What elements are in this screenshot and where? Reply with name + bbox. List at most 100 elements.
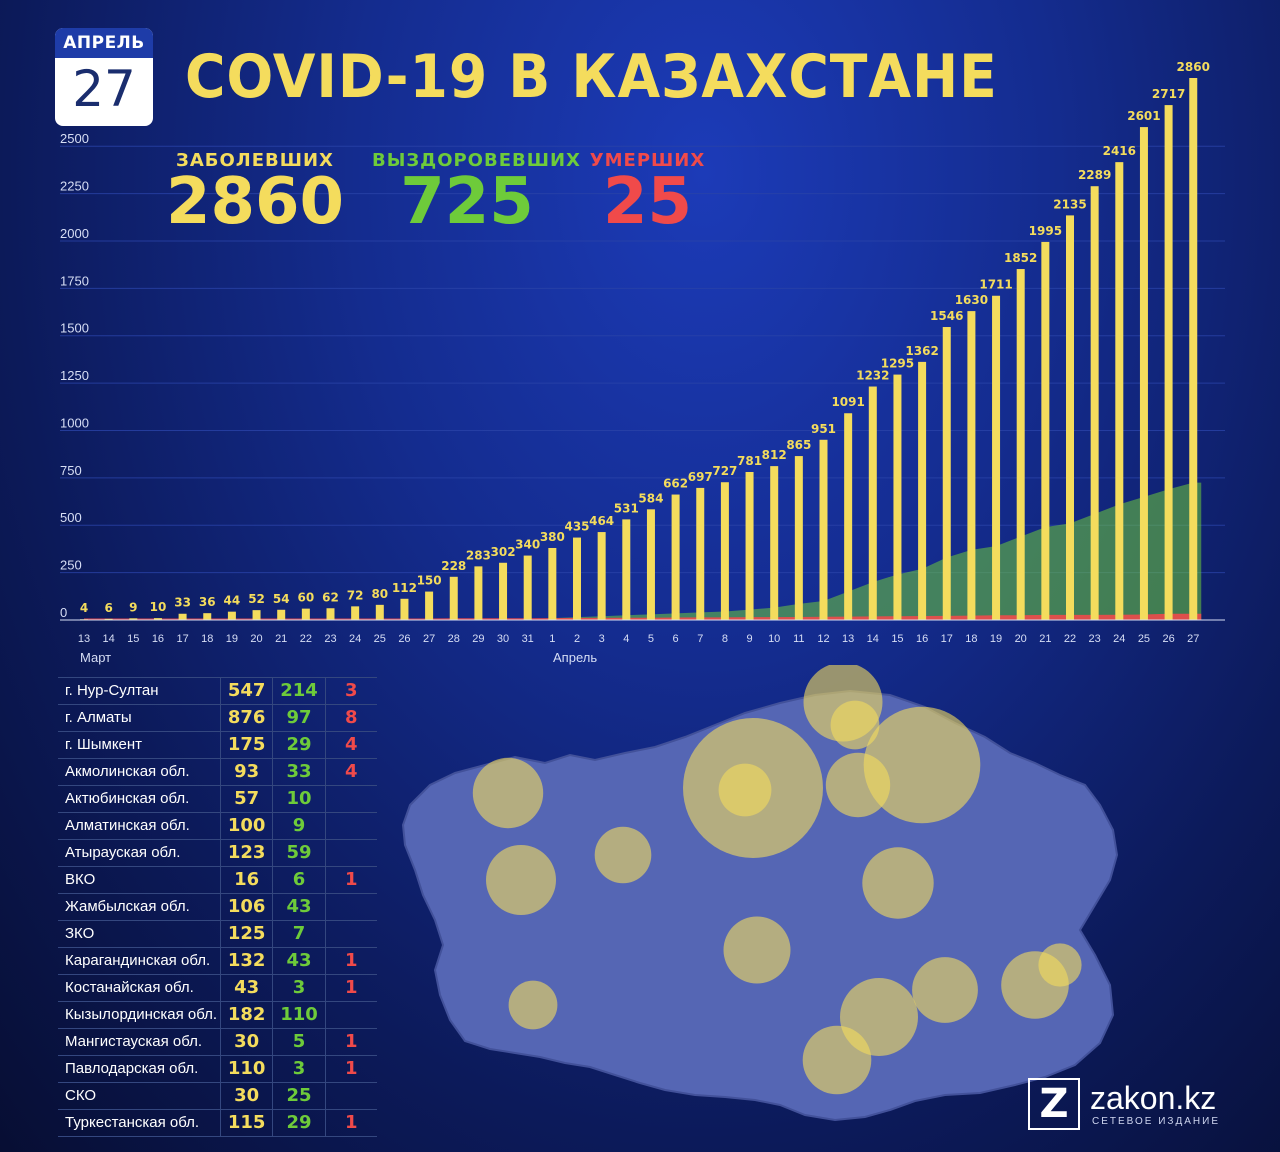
bar-value-label: 112 (392, 581, 417, 595)
case-bar (720, 482, 729, 620)
region-deaths (326, 921, 377, 947)
case-bar (1139, 127, 1148, 620)
case-bar (1115, 162, 1124, 621)
region-recovered: 43 (273, 894, 326, 920)
case-bar (696, 487, 705, 620)
bar-value-label: 80 (371, 587, 388, 601)
region-name: Костанайская обл. (58, 975, 221, 1001)
region-cases: 132 (221, 948, 274, 974)
case-bar (745, 471, 754, 620)
x-tick-label: 14 (103, 633, 115, 645)
bar-value-label: 150 (417, 574, 442, 588)
region-case-circle (508, 980, 558, 1030)
region-name: Актюбинская обл. (58, 786, 221, 812)
region-name: г. Алматы (58, 705, 221, 731)
region-deaths: 8 (345, 707, 358, 728)
region-name: СКО (58, 1083, 221, 1109)
region-recovered: 5 (273, 1029, 326, 1055)
table-row: Павлодарская обл. 110 3 1 (58, 1056, 377, 1083)
table-row: г. Шымкент 175 29 4 (58, 732, 377, 759)
deaths-stat: УМЕРШИХ 25 (585, 150, 710, 234)
region-deaths (326, 813, 377, 839)
case-bar (646, 509, 655, 620)
recovered-stat-label: ВЫЗДОРОВЕВШИХ (372, 150, 581, 171)
region-name: Павлодарская обл. (58, 1056, 221, 1082)
y-tick-label: 2000 (60, 226, 89, 241)
x-tick-label: 16 (916, 633, 928, 645)
region-deaths: 3 (345, 680, 358, 701)
region-recovered: 3 (273, 975, 326, 1001)
case-bar (1066, 215, 1074, 620)
bar-value-label: 36 (199, 595, 216, 609)
x-tick-label: 12 (817, 633, 829, 645)
region-recovered: 33 (273, 759, 326, 785)
region-cases: 30 (221, 1083, 274, 1109)
region-case-circle (802, 1025, 872, 1095)
bar-value-label: 812 (762, 448, 787, 462)
bar-value-label: 951 (811, 422, 836, 436)
case-bar (425, 591, 434, 620)
region-case-circle (486, 845, 556, 915)
case-bar (227, 611, 236, 620)
region-case-circle (912, 957, 978, 1023)
region-name: Акмолинская обл. (58, 759, 221, 785)
case-bar (770, 466, 779, 620)
region-name: Алматинская обл. (58, 813, 221, 839)
case-bar (918, 361, 927, 620)
x-tick-label: 18 (201, 633, 213, 645)
x-tick-label: 25 (1138, 633, 1150, 645)
x-tick-label: 4 (623, 633, 629, 645)
region-case-circle (1038, 943, 1082, 987)
region-name: Мангистауская обл. (58, 1029, 221, 1055)
case-bar (326, 608, 335, 620)
table-row: Карагандинская обл. 132 43 1 (58, 948, 377, 975)
region-deaths (326, 840, 377, 866)
case-bar (942, 327, 951, 620)
case-bar (178, 613, 187, 620)
x-tick-label: 8 (722, 633, 728, 645)
x-tick-label: 28 (448, 633, 460, 645)
x-tick-label: 13 (842, 633, 854, 645)
x-tick-label: 21 (1039, 633, 1051, 645)
deaths-stat-label: УМЕРШИХ (589, 150, 706, 171)
table-row: Туркестанская обл. 115 29 1 (58, 1110, 377, 1137)
bar-value-label: 302 (491, 545, 516, 559)
bar-value-label: 72 (347, 588, 364, 602)
x-tick-label: 30 (497, 633, 509, 645)
region-cases: 57 (221, 786, 274, 812)
case-bar (893, 374, 902, 620)
case-bar (622, 519, 631, 620)
region-name: Туркестанская обл. (58, 1110, 221, 1136)
region-recovered: 9 (273, 813, 326, 839)
page-title: COVID-19 В КАЗАХСТАНЕ (185, 42, 998, 112)
calendar-day: 27 (72, 60, 136, 118)
bar-value-label: 6 (104, 601, 112, 615)
region-cases: 115 (221, 1110, 274, 1136)
x-tick-label: 18 (965, 633, 977, 645)
case-bar (449, 576, 458, 620)
case-bar (573, 537, 581, 620)
region-case-circle (803, 665, 883, 742)
bar-value-label: 52 (248, 592, 265, 606)
bar-value-label: 2416 (1103, 144, 1136, 158)
table-row: СКО 30 25 (58, 1083, 377, 1110)
region-deaths: 1 (345, 1031, 358, 1052)
case-bar (203, 613, 212, 620)
region-cases: 106 (221, 894, 274, 920)
x-group-label-march: Март (80, 650, 112, 665)
table-row: г. Нур-Султан 547 214 3 (58, 678, 377, 705)
y-tick-label: 1250 (60, 368, 89, 383)
region-recovered: 214 (273, 678, 326, 704)
bar-value-label: 584 (638, 491, 663, 505)
y-tick-label: 1500 (60, 321, 89, 336)
x-tick-label: 26 (398, 633, 410, 645)
region-recovered: 3 (273, 1056, 326, 1082)
y-tick-label: 2250 (60, 179, 89, 194)
region-recovered: 29 (273, 1110, 326, 1136)
region-recovered: 6 (273, 867, 326, 893)
case-bar (868, 386, 877, 620)
table-row: Алматинская обл. 100 9 (58, 813, 377, 840)
region-recovered: 29 (273, 732, 326, 758)
case-bar (129, 618, 138, 620)
